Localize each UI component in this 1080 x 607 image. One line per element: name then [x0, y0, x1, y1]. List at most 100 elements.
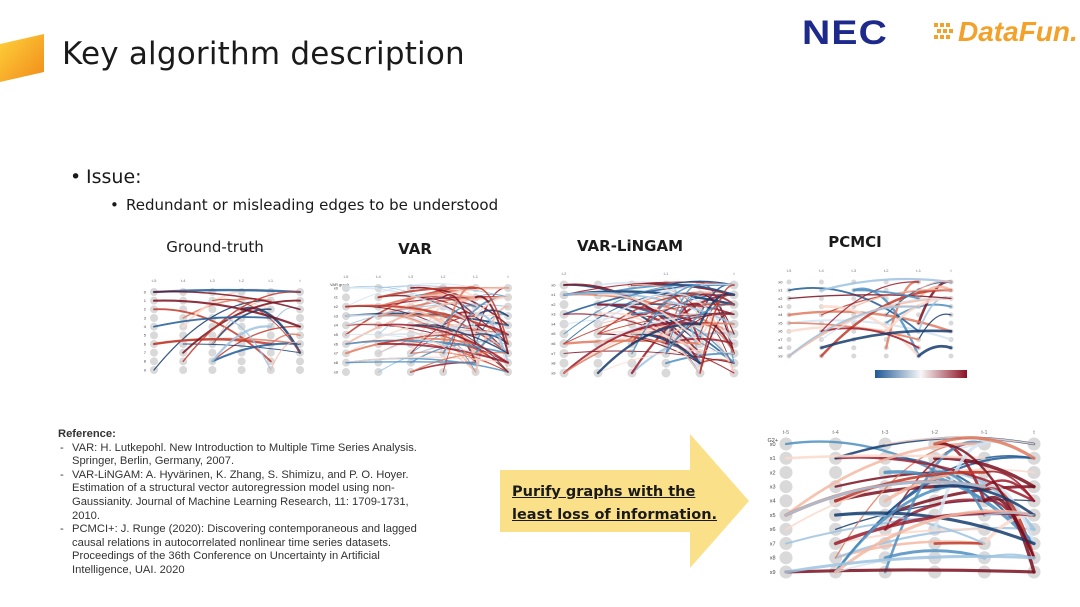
graph-edge — [784, 568, 1036, 574]
graph-edge — [377, 342, 510, 364]
graph-edge — [563, 281, 735, 296]
graph-edge — [933, 456, 1036, 489]
graph-node — [237, 366, 246, 374]
row-label: x5 — [334, 332, 339, 337]
row-label: x8 — [770, 556, 776, 562]
ground-truth-graph: t-5 t-4 t-3 t-2 t-1 t 0 1 2 3 4 5 6 7 8 9 — [144, 278, 304, 374]
graph-edge — [152, 299, 302, 328]
row-label: x0 — [334, 285, 339, 290]
graph-edge — [784, 442, 986, 517]
row-label: 4 — [144, 324, 147, 329]
graph-node — [786, 279, 792, 285]
purify-arrow-shape — [500, 434, 749, 568]
graph-edge — [852, 287, 920, 358]
graph-edge — [345, 314, 509, 355]
graph-edge — [270, 341, 301, 371]
graph-edge — [787, 319, 953, 341]
col-label: t-4 — [832, 430, 838, 436]
col-label: t-4 — [819, 268, 824, 273]
graph-edge — [982, 495, 1036, 574]
graph-node — [779, 551, 793, 565]
graph-node — [851, 353, 857, 359]
col-label: t-3 — [408, 274, 413, 279]
graph-node — [779, 494, 793, 508]
graph-edge — [377, 286, 477, 299]
col-label: t-1 — [916, 268, 921, 273]
row-label: x9 — [778, 353, 783, 358]
col-label: t-5 — [787, 268, 792, 273]
graph-edge — [918, 280, 952, 291]
graph-node — [593, 358, 603, 368]
graph-edge — [345, 286, 477, 327]
graph-node — [883, 353, 889, 359]
graph-node — [208, 348, 217, 357]
graph-edge — [182, 343, 301, 354]
datafun-logo: DataFun. — [958, 16, 1078, 47]
caption-pcmci: PCMCI — [828, 233, 882, 251]
graph-edge — [784, 480, 986, 517]
col-label: t-5 — [783, 430, 789, 436]
graph-edge — [345, 361, 477, 364]
graph-node — [818, 295, 824, 301]
graph-edge — [182, 291, 301, 363]
graph-node — [948, 320, 954, 326]
graph-edge — [983, 512, 1035, 516]
reference-block: Reference: VAR: H. Lutkepohl. New Introd… — [58, 428, 438, 578]
graph-edge — [820, 281, 920, 332]
graph-edge — [345, 356, 509, 364]
graph-edge — [917, 344, 953, 358]
graph-node — [296, 366, 304, 374]
graph-edge — [563, 292, 701, 345]
row-label: x7 — [778, 337, 783, 342]
purify-callout-text: Purify graphs with the least loss of inf… — [512, 484, 718, 523]
graph-node — [661, 368, 671, 378]
graph-node — [851, 295, 857, 301]
graph-edge — [153, 316, 272, 328]
row-label: x0 — [770, 442, 776, 448]
reference-item-var: VAR: H. Lutkepohl. New Introduction to M… — [58, 442, 438, 469]
col-label: t-1 — [981, 430, 987, 436]
graph-node — [208, 305, 217, 314]
graph-edge — [211, 325, 272, 363]
graph-edge — [211, 342, 302, 363]
reference-item-pcmci: PCMCI+: J. Runge (2020): Discovering con… — [58, 523, 438, 577]
graph-edge — [563, 303, 735, 345]
graph-edge — [345, 337, 477, 355]
col-label: t — [1033, 430, 1035, 436]
row-label: x0 — [778, 279, 783, 284]
logo-group: NEC DataFun. — [802, 14, 1078, 56]
row-label: x2 — [770, 470, 776, 476]
graph-edge — [377, 323, 509, 364]
graph-edge — [631, 283, 735, 345]
datafun-mark-icon — [934, 23, 953, 39]
row-label: x6 — [778, 329, 783, 334]
caption-var: VAR — [398, 240, 432, 258]
nec-logo: NEC — [802, 14, 889, 52]
row-label: x7 — [770, 541, 776, 547]
col-label: t — [950, 268, 952, 273]
graph-node — [342, 293, 350, 302]
graph-edge — [630, 331, 702, 355]
col-label: t-4 — [376, 274, 381, 279]
row-label: 1 — [144, 298, 147, 303]
row-label: x1 — [334, 295, 339, 300]
graph-edge — [563, 321, 701, 374]
graph-edge — [820, 329, 953, 350]
col-label: t-4 — [181, 278, 186, 283]
graph-node — [150, 357, 158, 366]
graph-edge — [784, 454, 986, 460]
graph-node — [208, 366, 217, 374]
graph-edge — [211, 325, 301, 363]
col-label: t-3 — [851, 268, 856, 273]
graph-edge — [820, 277, 953, 292]
graph-edge — [474, 287, 509, 345]
graph-edge — [597, 293, 701, 345]
graph-edge — [409, 294, 477, 299]
row-label: x8 — [334, 360, 339, 365]
graph-node — [779, 480, 793, 494]
col-label: t-1 — [664, 271, 669, 276]
graph-node — [948, 353, 954, 359]
graph-node — [237, 357, 246, 366]
col-label: t-1 — [473, 274, 478, 279]
reference-heading: Reference: — [58, 428, 116, 440]
